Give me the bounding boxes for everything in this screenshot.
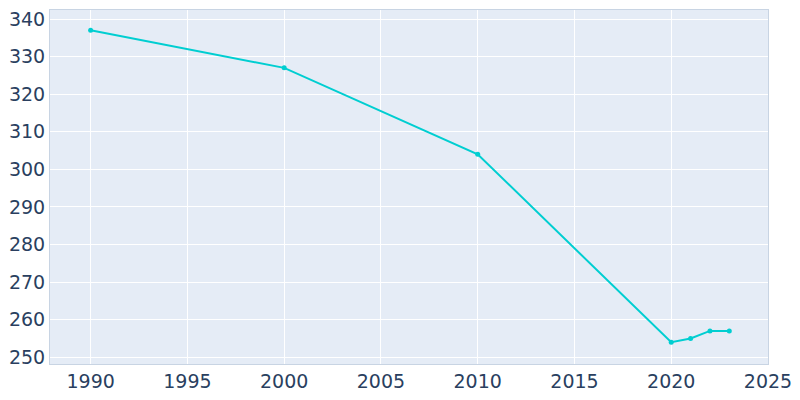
svg-text:2000: 2000	[260, 370, 308, 392]
svg-text:280: 280	[9, 233, 45, 255]
svg-text:2010: 2010	[454, 370, 502, 392]
svg-text:320: 320	[9, 83, 45, 105]
svg-text:2005: 2005	[357, 370, 405, 392]
svg-text:2015: 2015	[550, 370, 598, 392]
svg-text:340: 340	[9, 8, 45, 30]
svg-text:290: 290	[9, 196, 45, 218]
svg-text:250: 250	[9, 346, 45, 368]
svg-text:300: 300	[9, 158, 45, 180]
svg-text:310: 310	[9, 120, 45, 142]
svg-text:330: 330	[9, 45, 45, 67]
svg-text:2020: 2020	[647, 370, 695, 392]
svg-text:270: 270	[9, 271, 45, 293]
svg-text:1995: 1995	[163, 370, 211, 392]
svg-text:260: 260	[9, 308, 45, 330]
svg-text:2025: 2025	[744, 370, 792, 392]
svg-text:1990: 1990	[66, 370, 114, 392]
